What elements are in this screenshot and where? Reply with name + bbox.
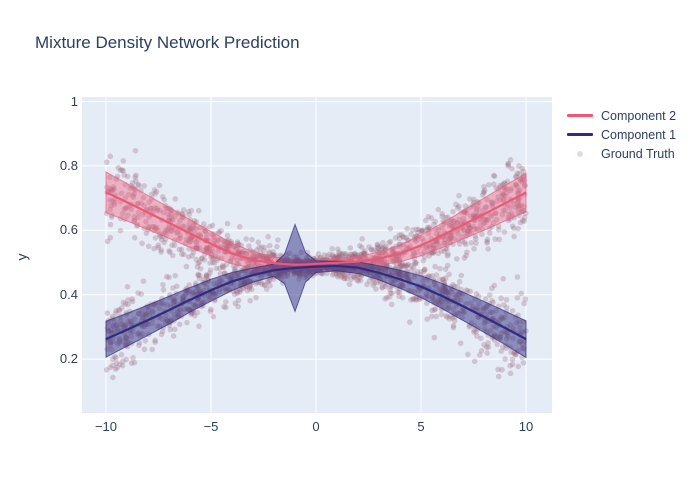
y-tick-label: 0.4 [59,286,78,302]
y-tick-label: 1 [70,93,78,109]
legend: Component 2 Component 1 Ground Truth [567,106,676,163]
x-tick-label: 10 [518,419,534,434]
legend-item-component-1[interactable]: Component 1 [567,125,676,144]
chart-title: Mixture Density Network Prediction [35,33,300,52]
legend-label-component-1: Component 1 [601,127,677,142]
legend-item-ground-truth[interactable]: Ground Truth [567,144,676,163]
legend-label-ground-truth: Ground Truth [601,146,675,161]
legend-item-component-2[interactable]: Component 2 [567,106,676,125]
legend-line-swatch-component-2 [567,114,593,117]
y-tick-label: 0.2 [59,351,78,367]
legend-dot-swatch-ground-truth [567,150,593,157]
legend-line-swatch-component-1 [567,133,593,136]
x-tick-label: −5 [203,419,219,434]
y-axis-title: y [13,253,30,261]
y-tick-label: 0.6 [59,222,78,238]
x-tick-label: −10 [94,419,118,434]
y-tick-label: 0.8 [59,157,78,173]
x-tick-label: 0 [312,419,320,434]
legend-label-component-2: Component 2 [601,108,677,123]
x-tick-label: 5 [417,419,425,434]
